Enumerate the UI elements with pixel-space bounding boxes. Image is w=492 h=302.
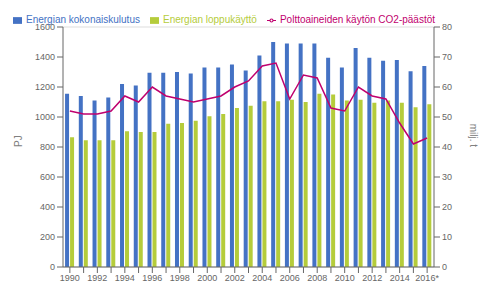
svg-text:20: 20 (442, 202, 452, 212)
svg-text:400: 400 (40, 202, 55, 212)
svg-text:2012: 2012 (362, 273, 382, 283)
svg-text:10: 10 (442, 232, 452, 242)
svg-text:80: 80 (442, 22, 452, 32)
svg-text:60: 60 (442, 82, 452, 92)
svg-text:1990: 1990 (60, 273, 80, 283)
svg-text:milj. t: milj. t (468, 124, 479, 148)
svg-text:2008: 2008 (307, 273, 327, 283)
svg-text:1998: 1998 (170, 273, 190, 283)
svg-text:40: 40 (442, 142, 452, 152)
svg-text:PJ: PJ (13, 135, 24, 147)
svg-text:2014: 2014 (390, 273, 410, 283)
svg-text:1994: 1994 (115, 273, 135, 283)
svg-text:2002: 2002 (225, 273, 245, 283)
svg-text:1996: 1996 (142, 273, 162, 283)
svg-text:1992: 1992 (87, 273, 107, 283)
svg-text:2000: 2000 (197, 273, 217, 283)
svg-text:1000: 1000 (35, 112, 55, 122)
svg-text:2006: 2006 (280, 273, 300, 283)
svg-text:70: 70 (442, 52, 452, 62)
svg-text:50: 50 (442, 112, 452, 122)
svg-text:1200: 1200 (35, 82, 55, 92)
svg-text:0: 0 (50, 262, 55, 272)
svg-text:2010: 2010 (335, 273, 355, 283)
svg-text:800: 800 (40, 142, 55, 152)
svg-text:2004: 2004 (252, 273, 272, 283)
svg-text:600: 600 (40, 172, 55, 182)
svg-text:30: 30 (442, 172, 452, 182)
svg-text:200: 200 (40, 232, 55, 242)
html-text:Energian loppukäyttö: Energian loppukäyttö (163, 14, 257, 25)
svg-text:1400: 1400 (35, 52, 55, 62)
svg-text:1600: 1600 (35, 22, 55, 32)
svg-text:2016*: 2016* (415, 273, 439, 283)
html-text:Polttoaineiden käytön CO2-pääs: Polttoaineiden käytön CO2-päästöt (279, 14, 435, 25)
svg-text:0: 0 (442, 262, 447, 272)
html-text:Energian kokonaiskulutus: Energian kokonaiskulutus (26, 14, 140, 25)
